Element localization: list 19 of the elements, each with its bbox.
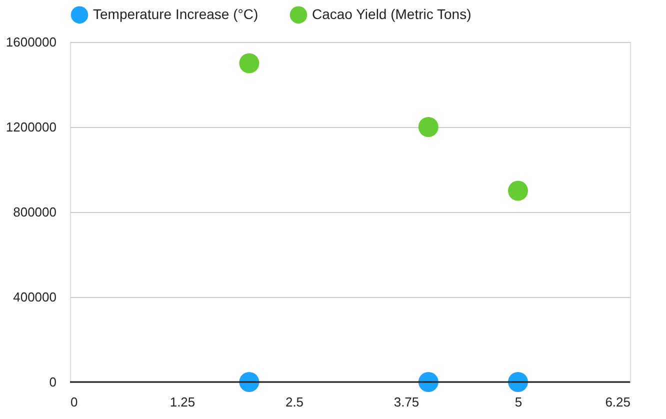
x-tick-label: 6.25 <box>605 394 630 410</box>
x-tick-label: 5 <box>514 394 522 410</box>
x-tick-label: 2.5 <box>285 394 304 410</box>
point <box>239 53 260 74</box>
legend-label: Cacao Yield (Metric Tons) <box>312 6 472 22</box>
point <box>418 372 438 392</box>
x-tick-label: 1.25 <box>170 394 196 410</box>
point <box>508 372 528 392</box>
y-tick-label: 1600000 <box>6 34 56 50</box>
y-tick-label: 800000 <box>13 204 56 220</box>
legend-label: Temperature Increase (°C) <box>93 6 258 22</box>
y-tick-label: 1200000 <box>6 120 56 134</box>
x-tick-label: 3.75 <box>394 394 420 410</box>
x-tick-label: 0 <box>70 394 78 410</box>
y-tick-label: 0 <box>49 374 56 390</box>
point <box>508 180 528 201</box>
point <box>418 117 438 137</box>
y-tick-label: 400000 <box>13 290 56 304</box>
point <box>239 372 260 392</box>
